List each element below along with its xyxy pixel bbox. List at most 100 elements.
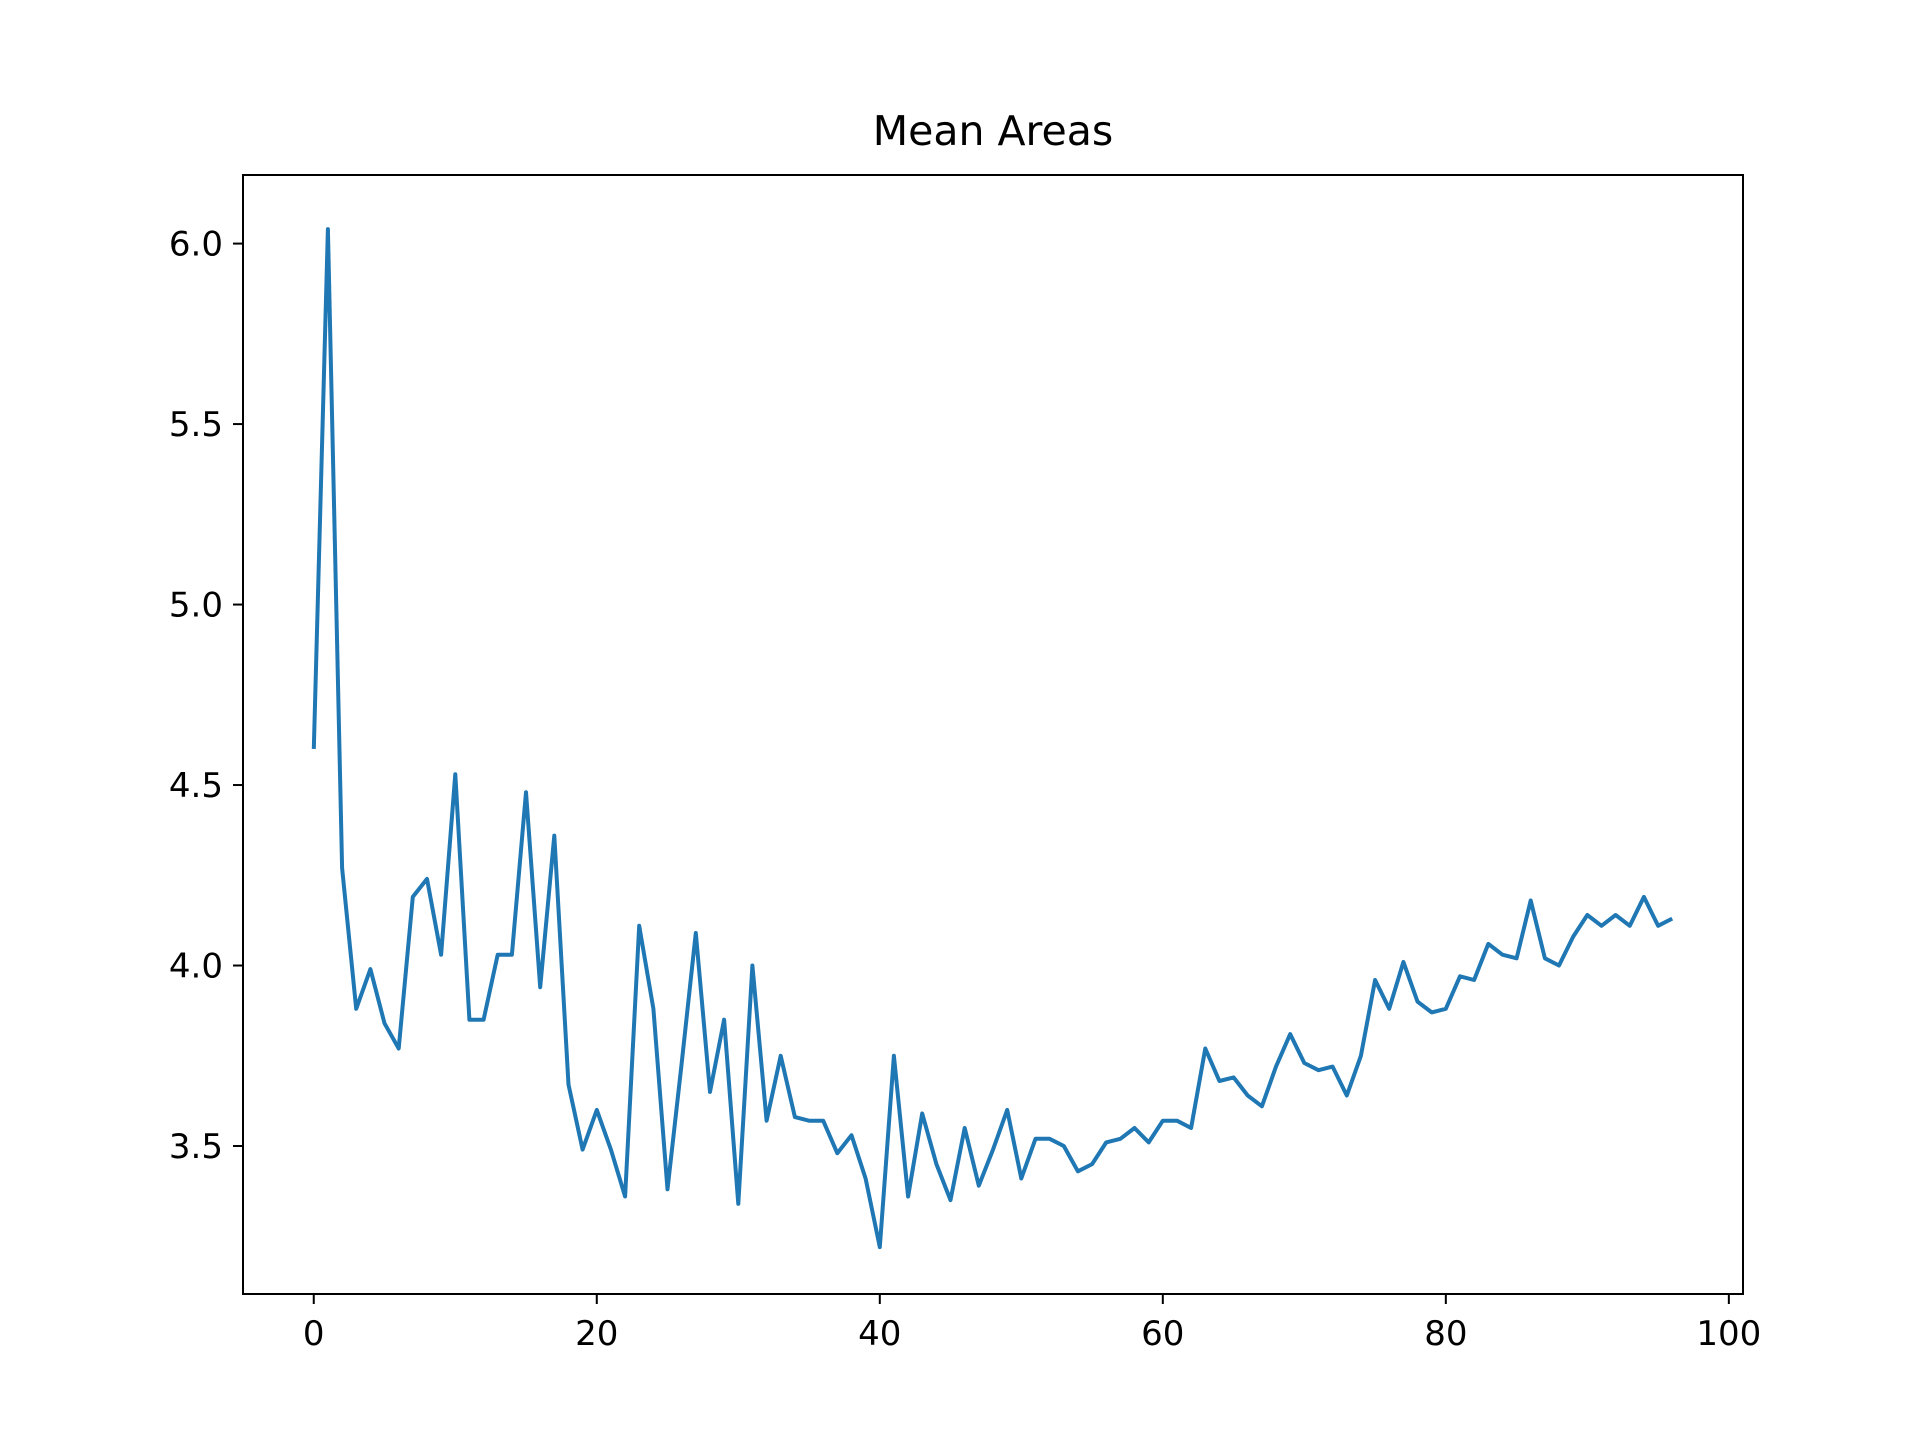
data-point — [1076, 1169, 1080, 1173]
data-point — [1458, 974, 1462, 978]
data-point — [496, 953, 500, 957]
data-point — [1302, 1061, 1306, 1065]
data-point — [1345, 1094, 1349, 1098]
data-point — [1175, 1119, 1179, 1123]
y-tick-label: 5.0 — [169, 586, 223, 626]
data-point — [368, 967, 372, 971]
data-point — [552, 834, 556, 838]
data-point — [1401, 960, 1405, 964]
data-point — [850, 1133, 854, 1137]
data-point — [340, 866, 344, 870]
data-point — [864, 1177, 868, 1181]
data-point — [722, 1018, 726, 1022]
data-point — [821, 1119, 825, 1123]
y-axis-ticks: 3.5 4.0 4.5 5.0 5.5 6.0 — [169, 225, 243, 1167]
x-tick-label: 40 — [858, 1314, 901, 1354]
data-point — [680, 1061, 684, 1065]
data-point — [1486, 942, 1490, 946]
data-point — [1331, 1065, 1335, 1069]
data-point — [1062, 1144, 1066, 1148]
data-point — [694, 931, 698, 935]
data-point — [581, 1148, 585, 1152]
data-point — [1232, 1075, 1236, 1079]
series-line — [311, 227, 1674, 1250]
data-point — [595, 1108, 599, 1112]
data-point — [397, 1047, 401, 1051]
data-point — [708, 1090, 712, 1094]
data-point — [1614, 913, 1618, 917]
data-point — [482, 1018, 486, 1022]
data-point — [637, 924, 641, 928]
data-point — [1600, 924, 1604, 928]
data-point — [1246, 1094, 1250, 1098]
data-point — [623, 1195, 627, 1199]
data-point — [1288, 1032, 1292, 1036]
data-point — [467, 1018, 471, 1022]
data-point — [1161, 1119, 1165, 1123]
data-point — [1217, 1079, 1221, 1083]
data-point — [934, 1162, 938, 1166]
data-point — [1373, 978, 1377, 982]
data-point — [1557, 964, 1561, 968]
data-point — [793, 1115, 797, 1119]
data-point — [510, 953, 514, 957]
data-point — [1274, 1065, 1278, 1069]
data-point — [977, 1184, 981, 1188]
data-point — [835, 1151, 839, 1155]
y-tick-label: 5.5 — [169, 405, 223, 445]
data-point — [1472, 978, 1476, 982]
data-point — [1203, 1047, 1207, 1051]
chart-title: Mean Areas — [873, 107, 1113, 155]
data-point — [1444, 1007, 1448, 1011]
data-point — [1387, 1007, 1391, 1011]
data-point — [920, 1112, 924, 1116]
data-point — [963, 1126, 967, 1130]
data-point — [1147, 1140, 1151, 1144]
x-axis-ticks: 0 20 40 60 80 100 — [303, 1294, 1761, 1354]
y-tick-label: 6.0 — [169, 225, 223, 265]
x-tick-label: 0 — [303, 1314, 325, 1354]
x-tick-label: 80 — [1424, 1314, 1467, 1354]
data-point — [1430, 1010, 1434, 1014]
data-point — [1656, 924, 1660, 928]
data-point — [326, 227, 330, 231]
data-point — [1133, 1126, 1137, 1130]
data-point — [651, 1007, 655, 1011]
data-point — [538, 985, 542, 989]
data-point — [1189, 1126, 1193, 1130]
data-point — [1543, 956, 1547, 960]
data-point — [1104, 1140, 1108, 1144]
data-point — [906, 1195, 910, 1199]
data-point — [609, 1148, 613, 1152]
data-point — [991, 1148, 995, 1152]
data-point — [949, 1198, 953, 1202]
x-tick-label: 60 — [1141, 1314, 1184, 1354]
data-point — [1034, 1137, 1038, 1141]
data-point — [1359, 1054, 1363, 1058]
data-point — [666, 1187, 670, 1191]
data-point — [1571, 935, 1575, 939]
data-point — [1500, 953, 1504, 957]
x-tick-label: 100 — [1696, 1314, 1761, 1354]
data-point — [354, 1007, 358, 1011]
data-point — [1670, 917, 1674, 921]
data-point — [524, 790, 528, 794]
data-point — [1005, 1108, 1009, 1112]
data-point — [779, 1054, 783, 1058]
data-point — [736, 1202, 740, 1206]
data-point — [1090, 1162, 1094, 1166]
y-tick-label: 4.5 — [169, 766, 223, 806]
data-point — [1118, 1137, 1122, 1141]
data-point — [1260, 1104, 1264, 1108]
data-point — [1642, 895, 1646, 899]
series-layer — [311, 227, 1674, 1250]
y-tick-label: 3.5 — [169, 1127, 223, 1167]
data-point — [1628, 924, 1632, 928]
data-point — [312, 747, 316, 751]
data-point — [807, 1119, 811, 1123]
data-point — [1515, 956, 1519, 960]
data-point — [750, 964, 754, 968]
data-point — [567, 1083, 571, 1087]
